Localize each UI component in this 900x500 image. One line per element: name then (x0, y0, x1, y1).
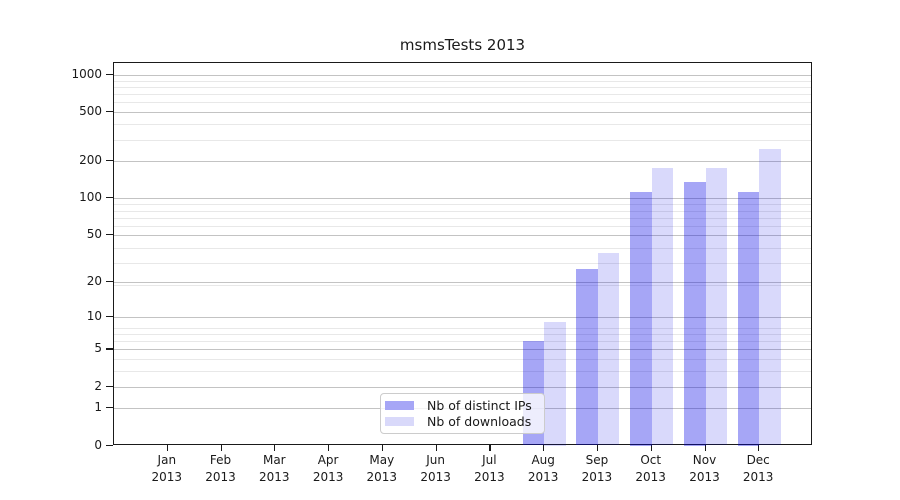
gridline-major (114, 161, 811, 163)
gridline-minor (114, 102, 811, 104)
y-axis-tick (106, 160, 113, 162)
x-axis-month-label: Jul 2013 (474, 453, 505, 484)
x-axis-tick (166, 445, 168, 451)
gridline-minor (114, 80, 811, 82)
bar-downloads-nov (705, 167, 727, 446)
legend-swatch-downloads (385, 417, 414, 427)
legend: Nb of distinct IPs Nb of downloads (380, 393, 545, 434)
legend-label-downloads: Nb of downloads (427, 414, 532, 430)
gridline-major (114, 349, 811, 351)
x-axis-month-label: Oct 2013 (635, 453, 666, 484)
x-axis-month-label: Jan 2013 (151, 453, 183, 484)
x-axis-month-label: Mar 2013 (259, 453, 290, 484)
bar-distinct-ips-nov (684, 182, 706, 446)
y-axis-tick-label: 200 (79, 153, 102, 168)
x-axis-tick (596, 445, 599, 451)
x-axis-month-label: Apr 2013 (312, 453, 344, 484)
gridline-minor (114, 124, 811, 126)
y-axis-tick (106, 197, 113, 199)
x-axis-month-label: Nov 2013 (689, 453, 720, 484)
y-axis-tick-label: 500 (79, 104, 102, 119)
x-axis-tick (220, 445, 222, 451)
y-axis-tick (106, 233, 113, 235)
gridline-minor (114, 334, 811, 335)
gridline-minor (114, 359, 811, 361)
gridline-major (114, 282, 811, 284)
gridline-minor (114, 210, 811, 212)
y-axis-tick (106, 74, 113, 76)
legend-item-distinct-ips: Nb of distinct IPs (385, 397, 536, 414)
gridline-minor (114, 217, 811, 219)
x-axis-tick (328, 445, 330, 451)
gridline-minor (114, 139, 811, 141)
gridline-minor (114, 247, 811, 249)
bar-distinct-ips-oct (630, 191, 652, 446)
x-axis-month-label: Aug 2013 (527, 453, 559, 484)
y-axis-tick (106, 385, 113, 387)
bar-downloads-sep (597, 253, 620, 446)
bar-downloads-dec (759, 149, 781, 446)
gridline-minor (114, 327, 811, 329)
x-axis-month-label: Feb 2013 (205, 453, 236, 484)
y-axis-tick-label: 50 (86, 226, 102, 241)
x-axis-tick (274, 445, 276, 451)
x-axis-month-label: Dec 2013 (742, 453, 774, 484)
y-axis-tick (106, 281, 113, 283)
x-axis-month-label: Jun 2013 (420, 453, 451, 484)
y-axis-tick-label: 5 (94, 341, 102, 356)
y-axis-tick (106, 444, 113, 446)
y-axis-tick-label: 0 (94, 437, 102, 452)
y-axis-tick (106, 407, 113, 409)
gridline-major (114, 316, 811, 318)
legend-item-downloads: Nb of downloads (385, 414, 536, 431)
y-axis-tick-label: 1 (94, 400, 102, 415)
x-axis-month-label: May 2013 (366, 453, 398, 484)
gridline-minor (114, 204, 811, 206)
y-axis-tick-label: 2 (94, 378, 102, 393)
y-axis-tick-label: 100 (79, 190, 102, 204)
y-axis-tick-label: 1000 (71, 67, 102, 81)
gridline-major (114, 75, 811, 76)
gridline-minor (114, 87, 811, 88)
gridline-minor (114, 371, 811, 373)
gridline-minor (114, 94, 811, 96)
x-axis-tick (543, 445, 545, 451)
bar-downloads-oct (651, 167, 674, 446)
bar-distinct-ips-dec (737, 191, 760, 446)
x-axis-tick (758, 445, 760, 451)
x-axis-tick (435, 445, 437, 451)
chart-title: msmsTests 2013 (399, 36, 526, 54)
legend-label-distinct-ips: Nb of distinct IPs (427, 397, 532, 413)
y-axis-tick (106, 315, 113, 318)
y-axis-tick-label: 10 (86, 308, 102, 323)
y-axis-tick (106, 348, 113, 350)
plot-area (113, 62, 812, 446)
gridline-minor (114, 263, 811, 265)
x-axis-tick (650, 445, 652, 451)
x-axis-tick (381, 445, 383, 451)
gridline-minor (114, 341, 811, 343)
y-axis-tick-label: 20 (86, 274, 102, 289)
legend-swatch-distinct-ips (385, 400, 414, 410)
x-axis-tick (704, 445, 706, 451)
gridline-minor (114, 284, 811, 286)
gridline-major (114, 112, 811, 114)
bar-distinct-ips-sep (576, 268, 598, 446)
x-axis-tick (489, 445, 491, 451)
gridline-major (114, 198, 811, 199)
bar-downloads-aug (544, 322, 566, 446)
y-axis-tick (106, 111, 113, 113)
x-axis-month-label: Sep 2013 (581, 453, 613, 484)
gridline-major (114, 234, 811, 236)
gridline-minor (114, 225, 811, 227)
gridline-major (114, 386, 811, 388)
